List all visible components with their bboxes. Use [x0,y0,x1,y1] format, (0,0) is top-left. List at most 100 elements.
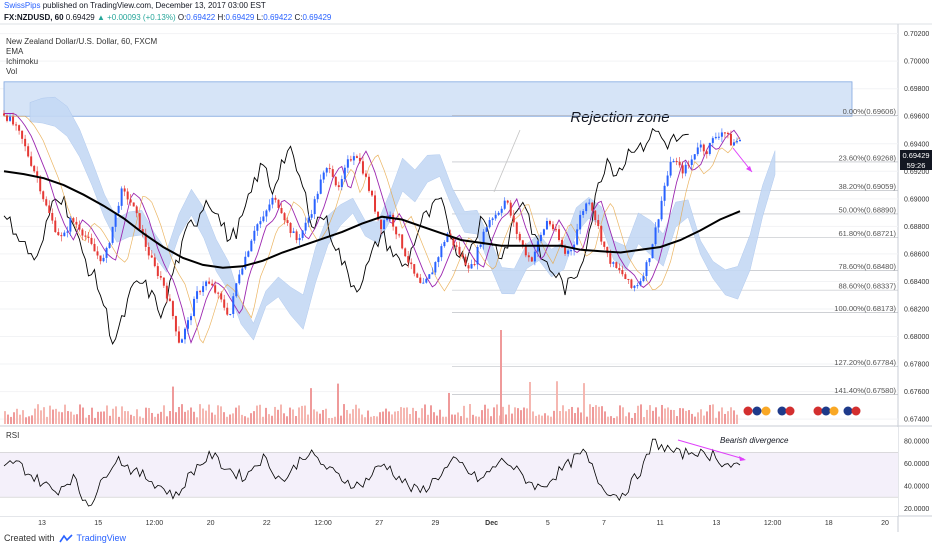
y-tick-1: 0.70000 [904,59,929,66]
candle-body [307,217,310,223]
price-badge [900,150,932,160]
author-name[interactable]: SwissPips [4,1,41,10]
divergence-label: Bearish divergence [720,436,789,445]
volume-bar [478,416,480,424]
candle-body [371,190,373,196]
volume-bar [76,414,78,424]
volume-bar [91,407,93,424]
candle-body [494,214,497,219]
volume-bar [727,411,729,424]
event-flags[interactable] [743,406,861,416]
candle-body [497,212,500,215]
rsi-axis: 80.0000 60.0000 40.0000 20.0000 [0,439,929,513]
volume-bar [292,409,294,424]
x-tick-3: 20 [207,520,215,527]
volume-bar [22,410,24,424]
candle-body [567,250,570,254]
candle-body [132,202,135,207]
open-label: O: [177,13,187,22]
x-tick-1: 15 [94,520,102,527]
candle-body [159,276,162,278]
volume-bar [415,411,417,424]
candle-body [491,218,494,221]
candle-body [618,267,621,271]
candle-body [654,227,657,245]
candle-body [455,245,458,247]
candle-body [533,251,536,262]
tradingview-brand[interactable]: TradingView [76,533,127,543]
candle-body [446,233,449,242]
candle-body [732,142,735,146]
candle-body [374,195,377,212]
fib-label-4: 61.80%(0.68721) [838,229,896,238]
legend-title[interactable]: New Zealand Dollar/U.S. Dollar, 60, FXCM [6,37,158,46]
candle-body [389,214,392,218]
candle-body [458,246,461,255]
volume-bar [604,411,606,424]
volume-bar [52,409,54,424]
volume-bar [40,410,42,424]
candle-body [129,199,132,203]
volume-bar [307,414,309,424]
candle-body [81,229,84,236]
candle-body [9,116,12,121]
candle-body [364,173,367,177]
volume-spike [500,330,502,424]
candle-body [111,226,114,243]
volume-bar [556,381,558,424]
candle-body [410,262,413,265]
volume-bar [43,407,45,424]
volume-bar [496,404,498,424]
candle-body [657,219,660,228]
volume-bar [685,410,687,424]
volume-bar [628,412,630,424]
volume-bar [313,409,315,424]
candle-body [506,200,509,203]
volume-bar [160,411,162,424]
fibonacci-retracement[interactable]: 0.00%(0.69606) 23.60%(0.69268) 38.20%(0.69… [452,107,898,395]
candle-body [30,156,33,166]
volume-bar [517,408,519,424]
candle-body [597,220,600,226]
volume-bar [658,416,660,424]
volume-bar [559,410,561,424]
volume-bar [256,405,258,424]
candle-body [648,258,651,263]
candle-body [473,264,476,266]
candle-body [199,291,202,293]
volume-bar [271,415,273,424]
rsi-tick-1: 60.0000 [904,461,929,468]
candle-body [337,185,340,188]
symbol-label[interactable]: FX:NZDUSD, 60 [4,13,64,22]
y-tick-2: 0.69800 [904,86,929,93]
rsi-pane[interactable]: RSI 80.0000 60.0000 40.0000 20.0000 Bearish… [0,427,929,516]
volume-bar [190,407,192,424]
candle-body [286,220,289,223]
volume-bar [676,416,678,424]
rejection-zone[interactable] [3,81,853,117]
close-label: C: [294,13,303,22]
candle-body [717,136,720,138]
candle-body [274,197,277,200]
legend-vol[interactable]: Vol [6,67,18,76]
candle-body [621,270,624,275]
volume-bar [115,406,117,424]
candle-body [211,283,214,286]
candle-body [570,250,573,252]
candle-body [367,176,370,191]
x-tick-7: 29 [432,520,440,527]
fib-label-9: 141.40%(0.67580) [834,386,896,395]
volume-bar [649,405,651,424]
candle-body [144,233,147,247]
candle-body [183,328,186,340]
volume-bar [364,417,366,424]
candle-body [711,138,714,143]
legend-ichimoku[interactable]: Ichimoku [6,57,39,66]
legend-ema[interactable]: EMA [6,47,24,56]
candle-body [425,278,428,283]
volume-bar [148,407,150,424]
volume-bar [193,411,195,424]
candle-body [660,200,663,220]
volume-bar [379,412,381,424]
